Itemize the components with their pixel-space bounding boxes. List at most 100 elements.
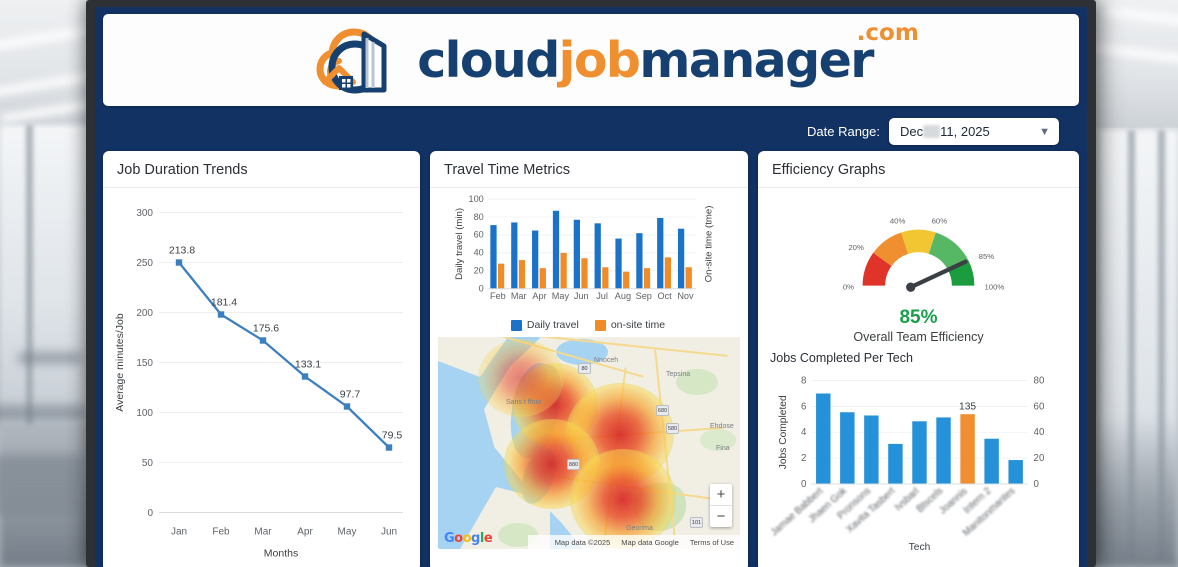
map-place-label: Georima bbox=[626, 525, 653, 532]
svg-text:Nov: Nov bbox=[677, 291, 694, 301]
highway-shield-icon: 101 bbox=[690, 517, 703, 528]
google-letter: e bbox=[483, 531, 493, 546]
svg-text:181.4: 181.4 bbox=[211, 297, 237, 309]
svg-text:250: 250 bbox=[136, 258, 153, 269]
svg-text:2: 2 bbox=[801, 453, 806, 464]
svg-text:40: 40 bbox=[474, 248, 484, 258]
panel-body: 0% 20% 40% 60% 85% 100% 85% Overall Team Effi… bbox=[758, 188, 1079, 567]
travel-time-bar-chart[interactable]: 0 20 40 60 80 100 Feb Mar Apr May Jun Jul Aug Sep Oct N… bbox=[432, 190, 744, 318]
monitor-bezel: cloudjobmanager .com Date Range: Dec 11, … bbox=[86, 0, 1096, 567]
svg-text:0: 0 bbox=[479, 283, 484, 293]
panel-job-duration-trends: Job Duration Trends 0 50 100 150 200 250 300 21… bbox=[103, 151, 420, 567]
svg-text:On-site time (tme): On-site time (tme) bbox=[703, 206, 714, 283]
svg-text:85%: 85% bbox=[979, 252, 995, 261]
svg-text:Jul: Jul bbox=[596, 291, 608, 301]
svg-text:Sep: Sep bbox=[636, 291, 652, 301]
gauge-dial: 0% 20% 40% 60% 85% 100% bbox=[843, 217, 1004, 292]
chart-legend: Daily travel on-site time bbox=[432, 319, 744, 331]
svg-text:Jobs Completed: Jobs Completed bbox=[778, 395, 789, 469]
legend-label: on-site time bbox=[610, 319, 666, 331]
map-place-label: Fina bbox=[716, 445, 730, 452]
svg-text:150: 150 bbox=[136, 358, 153, 369]
svg-text:Mar: Mar bbox=[511, 291, 527, 301]
cloud-building-logo-icon bbox=[316, 28, 387, 94]
svg-text:0: 0 bbox=[1034, 479, 1040, 490]
svg-text:Jun: Jun bbox=[574, 291, 589, 301]
legend-item[interactable]: Daily travel bbox=[510, 319, 579, 331]
heatmap-blob bbox=[478, 339, 564, 417]
job-duration-line-chart[interactable]: 0 50 100 150 200 250 300 213.8 181.4 175.6 133.1 97… bbox=[107, 192, 412, 567]
svg-text:Apr: Apr bbox=[532, 291, 546, 301]
svg-text:6: 6 bbox=[801, 401, 806, 412]
svg-text:60: 60 bbox=[1034, 401, 1045, 412]
svg-text:Feb: Feb bbox=[490, 291, 506, 301]
dashboard-panels: Job Duration Trends 0 50 100 150 200 250 300 21… bbox=[95, 151, 1087, 567]
date-range-day-year: 11, 2025 bbox=[940, 124, 990, 139]
jobs-per-tech-title: Jobs Completed Per Tech bbox=[770, 351, 913, 365]
svg-text:Jan: Jan bbox=[171, 527, 187, 538]
google-letter: o bbox=[462, 531, 472, 546]
google-letter: l bbox=[479, 531, 484, 546]
svg-text:80: 80 bbox=[474, 212, 484, 222]
dashboard-screen: cloudjobmanager .com Date Range: Dec 11, … bbox=[95, 7, 1087, 567]
svg-text:175.6: 175.6 bbox=[253, 323, 279, 335]
svg-text:80: 80 bbox=[1034, 376, 1045, 387]
svg-text:40: 40 bbox=[1034, 427, 1045, 438]
zoom-in-button[interactable]: + bbox=[716, 486, 726, 503]
svg-text:Daily travel (min): Daily travel (min) bbox=[454, 208, 465, 280]
efficiency-gauge: 0% 20% 40% 60% 85% 100% 85% Overall Team Effi… bbox=[758, 188, 1079, 346]
svg-text:Average minutes/Job: Average minutes/Job bbox=[114, 313, 126, 412]
map-place-label: Ehdose bbox=[710, 423, 734, 430]
legend-item[interactable]: on-site time bbox=[594, 319, 666, 331]
svg-text:0: 0 bbox=[147, 508, 153, 519]
job-density-heatmap-map[interactable]: Sans t ffoto Nnoceh Tepsina Ehdose Fina … bbox=[438, 337, 740, 549]
gauge-value: 85% bbox=[899, 307, 938, 328]
svg-text:20: 20 bbox=[1034, 453, 1045, 464]
legend-swatch bbox=[510, 319, 522, 331]
svg-text:213.8: 213.8 bbox=[169, 245, 195, 257]
redacted-text bbox=[923, 125, 941, 138]
svg-text:Tech: Tech bbox=[909, 542, 931, 553]
brand-word-job: job bbox=[558, 31, 641, 89]
toolbar: Date Range: Dec 11, 2025 ▼ bbox=[95, 106, 1079, 151]
svg-text:100: 100 bbox=[136, 408, 153, 419]
svg-text:8: 8 bbox=[801, 376, 806, 387]
date-range-select[interactable]: Dec 11, 2025 ▼ bbox=[889, 118, 1059, 145]
map-data-provider: Map data Google bbox=[621, 537, 679, 547]
map-place-label: Sans t ffoto bbox=[506, 399, 542, 406]
panel-travel-time-metrics: Travel Time Metrics 0 20 40 60 80 100 Feb Mar Ap… bbox=[430, 151, 748, 567]
svg-text:97.7: 97.7 bbox=[340, 389, 361, 401]
google-logo: Google bbox=[444, 531, 493, 546]
legend-swatch bbox=[594, 319, 606, 331]
svg-text:100%: 100% bbox=[984, 282, 1004, 291]
svg-text:200: 200 bbox=[136, 308, 153, 319]
svg-text:Jun: Jun bbox=[381, 527, 397, 538]
map-attribution: Map data ©2025 Map data Google Terms of … bbox=[528, 535, 740, 549]
svg-text:50: 50 bbox=[142, 458, 154, 469]
google-letter: G bbox=[444, 531, 455, 546]
desk bbox=[18, 352, 82, 364]
map-place-label: Tepsina bbox=[666, 371, 691, 378]
highway-shield-icon: 80 bbox=[578, 363, 591, 374]
brand-word-manager: manager bbox=[639, 31, 874, 89]
window-mullion bbox=[1158, 130, 1165, 560]
gauge-caption: Overall Team Efficiency bbox=[853, 330, 984, 344]
google-letter: g bbox=[471, 531, 480, 546]
park-area bbox=[700, 429, 736, 451]
svg-text:Mar: Mar bbox=[254, 527, 272, 538]
svg-text:4: 4 bbox=[801, 427, 807, 438]
svg-text:60%: 60% bbox=[932, 217, 948, 226]
zoom-out-button[interactable]: − bbox=[716, 508, 726, 525]
travel-chart-area: 0 20 40 60 80 100 Feb Mar Apr May Jun Jul Aug Sep Oct N… bbox=[430, 188, 748, 331]
window-mullion bbox=[26, 125, 33, 425]
panel-efficiency-graphs: Efficiency Graphs 0% 20% 40% 60% 85% 100% 85%… bbox=[758, 151, 1079, 567]
map-place-label: Nnoceh bbox=[594, 357, 619, 364]
legend-label: Daily travel bbox=[526, 319, 579, 331]
svg-text:40%: 40% bbox=[890, 217, 906, 226]
heatmap-blob bbox=[570, 449, 676, 549]
panel-title: Job Duration Trends bbox=[103, 151, 420, 188]
terms-of-use-link[interactable]: Terms of Use bbox=[689, 537, 734, 547]
map-zoom-controls[interactable]: + − bbox=[710, 484, 732, 527]
svg-text:0%: 0% bbox=[843, 282, 854, 291]
